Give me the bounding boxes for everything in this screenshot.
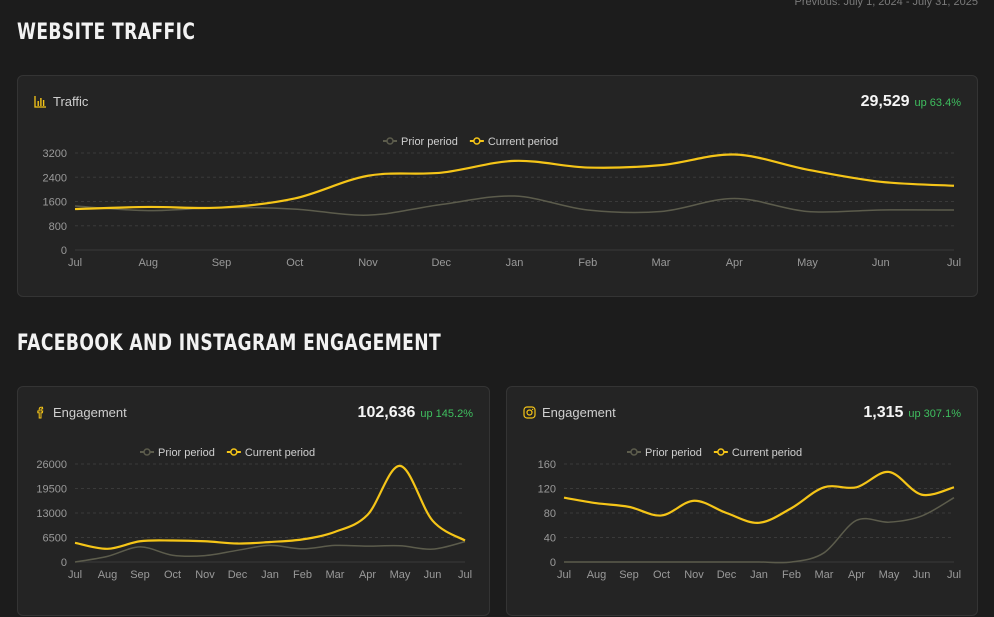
x-tick-label: Nov (684, 569, 704, 581)
y-tick-label: 0 (61, 245, 67, 257)
facebook-icon (37, 406, 44, 419)
x-tick-label: Sep (619, 569, 639, 581)
x-tick-label: Apr (848, 569, 865, 581)
prior-period-line[interactable] (74, 540, 466, 563)
current-period-line[interactable] (563, 470, 955, 524)
y-tick-label: 800 (49, 221, 67, 233)
card-label: Engagement (53, 405, 127, 420)
instagram-chart: 0 40 80 120 160 Jul Aug Sep Oct Nov Dec Jan Feb Mar Ap… (538, 447, 961, 581)
engagement-section-title: FACEBOOK AND INSTAGRAM ENGAGEMENT (17, 331, 442, 356)
x-tick-label: Jan (506, 257, 524, 269)
facebook-total: 102,636 (357, 404, 416, 421)
x-tick-label: Jul (458, 569, 472, 581)
legend-item[interactable]: Current period (226, 447, 315, 459)
y-tick-label: 13000 (36, 508, 67, 520)
x-tick-label: Jul (947, 257, 961, 269)
y-tick-label: 120 (538, 484, 556, 496)
y-tick-label: 1600 (43, 197, 67, 209)
legend-item[interactable]: Current period (713, 447, 802, 459)
y-tick-label: 40 (544, 533, 556, 545)
x-tick-label: Oct (286, 257, 303, 269)
y-tick-label: 2400 (43, 172, 67, 184)
facebook-card: Engagement 102,636 up 145.2% 0 6500 13000 1… (17, 386, 490, 616)
instagram-card: Engagement 1,315 up 307.1% 0 40 80 120 160 Ju… (506, 386, 978, 616)
x-tick-label: Aug (98, 569, 118, 581)
legend-label: Current period (488, 136, 558, 148)
x-tick-label: Jan (261, 569, 279, 581)
legend-item[interactable]: Prior period (383, 136, 458, 148)
x-tick-label: Dec (228, 569, 248, 581)
traffic-delta: up 63.4% (914, 97, 961, 109)
facebook-chart: 0 6500 13000 19500 26000 Jul Aug Sep Oct Nov Dec Ja… (36, 447, 472, 581)
x-tick-label: Jul (68, 569, 82, 581)
y-tick-label: 19500 (36, 484, 67, 496)
x-tick-label: Feb (782, 569, 801, 581)
legend-item[interactable]: Prior period (140, 447, 215, 459)
y-tick-label: 80 (544, 508, 556, 520)
previous-range: Previous: July 1, 2024 - July 31, 2025 (794, 0, 978, 8)
traffic-total: 29,529 (860, 93, 910, 110)
legend-label: Current period (732, 447, 802, 459)
x-tick-label: Aug (138, 257, 158, 269)
traffic-card: Traffic 29,529 up 63.4% 0 800 1600 2400 3200… (17, 75, 978, 297)
x-tick-label: Aug (587, 569, 607, 581)
legend-label: Prior period (645, 447, 702, 459)
traffic-section-title: WEBSITE TRAFFIC (17, 20, 196, 45)
x-tick-label: Mar (652, 257, 671, 269)
x-tick-label: Apr (726, 257, 743, 269)
x-tick-label: Mar (815, 569, 834, 581)
legend-label: Current period (245, 447, 315, 459)
x-tick-label: May (797, 257, 818, 269)
x-tick-label: May (390, 569, 411, 581)
x-tick-label: Feb (578, 257, 597, 269)
current-period-line[interactable] (74, 153, 955, 211)
x-tick-label: Nov (195, 569, 215, 581)
facebook-delta: up 145.2% (420, 408, 473, 420)
x-tick-label: Apr (359, 569, 376, 581)
x-tick-label: Jul (557, 569, 571, 581)
legend-item[interactable]: Prior period (627, 447, 702, 459)
current-period-line[interactable] (74, 464, 466, 550)
x-tick-label: Jun (913, 569, 931, 581)
x-tick-label: Nov (358, 257, 378, 269)
x-tick-label: May (879, 569, 900, 581)
card-label: Traffic (53, 94, 89, 109)
card-label: Engagement (542, 405, 616, 420)
x-tick-label: Oct (164, 569, 181, 581)
legend-item[interactable]: Current period (469, 136, 558, 148)
legend-label: Prior period (401, 136, 458, 148)
y-tick-label: 3200 (43, 148, 67, 160)
x-tick-label: Oct (653, 569, 670, 581)
instagram-delta: up 307.1% (908, 408, 961, 420)
x-tick-label: Dec (431, 257, 451, 269)
x-tick-label: Mar (326, 569, 345, 581)
x-tick-label: Jun (872, 257, 890, 269)
y-tick-label: 26000 (36, 459, 67, 471)
prior-period-line[interactable] (564, 497, 955, 564)
y-tick-label: 160 (538, 459, 556, 471)
y-tick-label: 6500 (43, 533, 67, 545)
prior-period-line[interactable] (74, 195, 955, 216)
x-tick-label: Sep (130, 569, 150, 581)
x-tick-label: Dec (717, 569, 737, 581)
x-tick-label: Jul (947, 569, 961, 581)
x-tick-label: Jul (68, 257, 82, 269)
y-tick-label: 0 (61, 557, 67, 569)
bar-chart-icon (34, 96, 46, 108)
instagram-icon (523, 406, 536, 419)
traffic-chart: 0 800 1600 2400 3200 Jul Aug Sep Oct Nov Dec Jan Feb… (43, 136, 962, 269)
x-tick-label: Jan (750, 569, 768, 581)
instagram-total: 1,315 (863, 404, 904, 421)
legend-label: Prior period (158, 447, 215, 459)
x-tick-label: Sep (212, 257, 232, 269)
x-tick-label: Feb (293, 569, 312, 581)
x-tick-label: Jun (424, 569, 442, 581)
y-tick-label: 0 (550, 557, 556, 569)
